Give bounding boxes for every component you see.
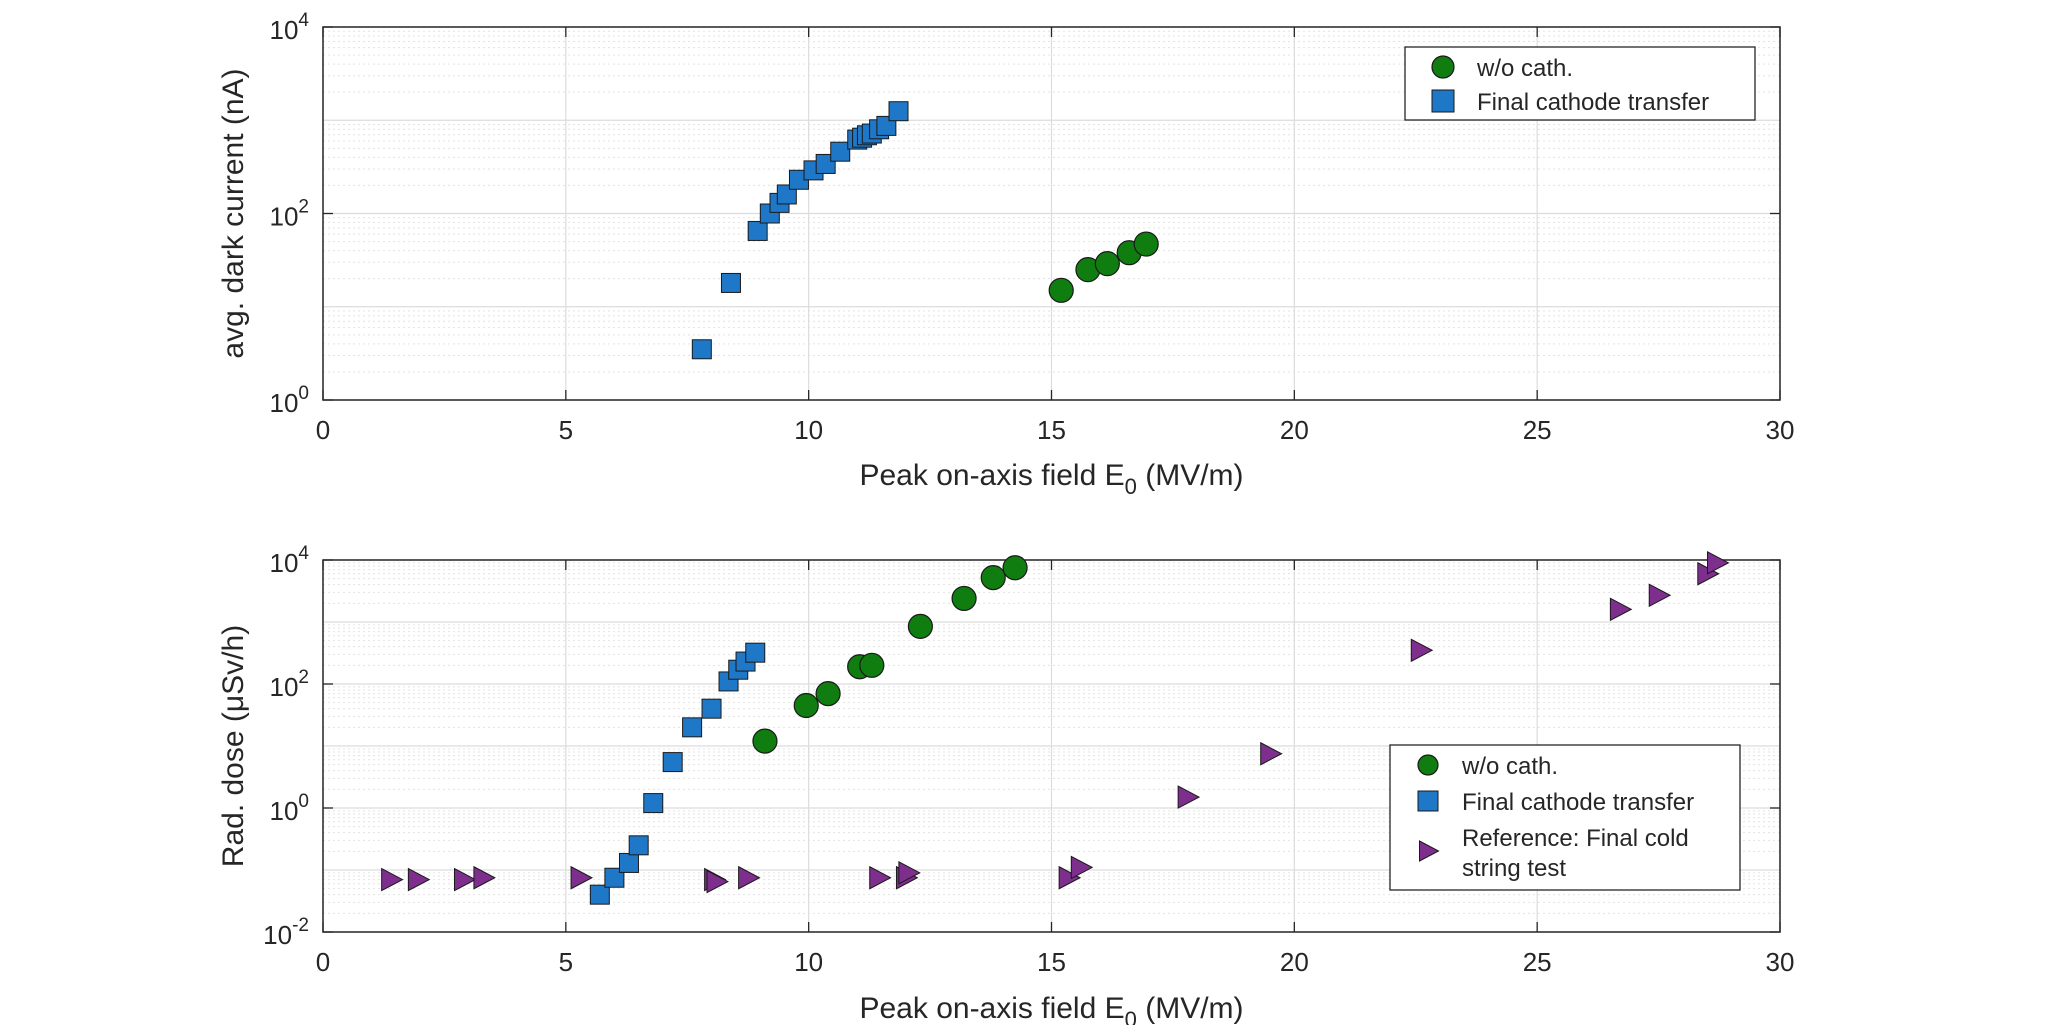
legend: w/o cath. Final cathode transfer (1404, 46, 1756, 121)
data-point (793, 692, 819, 719)
x-tick-label: 5 (559, 947, 573, 977)
y-axis-label: Rad. dose (μSv/h) (217, 625, 250, 867)
y-tick-label: 10-2 (263, 915, 309, 950)
data-point (815, 681, 841, 707)
data-point (643, 793, 664, 814)
data-point (662, 752, 683, 773)
x-tick-label: 30 (1766, 947, 1795, 977)
data-point (752, 728, 778, 754)
data-point (706, 869, 730, 894)
legend-marker (1419, 840, 1440, 862)
data-point (701, 698, 722, 719)
data-point (745, 642, 766, 663)
legend-marker (1417, 754, 1439, 776)
data-point (604, 867, 625, 888)
legend-marker (1417, 790, 1439, 812)
legend-label: string test (1462, 855, 1566, 882)
x-axis-label: Peak on-axis field E0 (MV/m) (859, 992, 1243, 1025)
data-point (473, 865, 496, 890)
data-point (1707, 551, 1730, 575)
data-point (1410, 638, 1434, 663)
x-tick-label: 10 (794, 947, 823, 977)
y-tick-label: 102 (270, 197, 310, 232)
data-point (570, 865, 594, 890)
y-tick-label: 104 (270, 543, 310, 578)
legend-label: Reference: Final cold (1462, 825, 1689, 852)
data-point (888, 101, 909, 122)
data-point (830, 141, 851, 162)
legend-marker (1431, 55, 1455, 79)
data-point (628, 835, 649, 856)
x-tick-label: 0 (316, 415, 330, 445)
data-point (1260, 741, 1283, 766)
y-tick-label: 104 (270, 10, 310, 45)
dark-current-panel: 0 5 10 15 20 25 30 100 102 104 Peak on-axis field … (217, 10, 1794, 499)
y-axis-label: avg. dark current (nA) (217, 68, 250, 358)
y-tick-label: 100 (270, 791, 310, 826)
x-tick-label: 15 (1037, 415, 1066, 445)
y-tick-label: 102 (270, 667, 310, 702)
data-point (747, 220, 768, 241)
data-point (980, 565, 1006, 591)
legend: w/o cath. Final cathode transfer Reference… (1389, 744, 1741, 891)
legend-label: Final cathode transfer (1462, 789, 1694, 816)
series-square (691, 101, 909, 360)
y-tick-label: 100 (270, 383, 310, 418)
data-point (1133, 231, 1159, 257)
grid (322, 26, 1781, 401)
x-tick-label: 5 (559, 415, 573, 445)
legend-label: w/o cath. (1476, 55, 1573, 82)
data-point (1177, 785, 1201, 809)
radiation-dose-panel: 0 5 10 15 20 25 30 10-2 100 102 104 Peak on-axis fi… (217, 543, 1795, 1030)
data-point (951, 585, 977, 612)
x-tick-label: 25 (1523, 415, 1552, 445)
data-point (381, 867, 404, 892)
legend-label: w/o cath. (1461, 753, 1558, 780)
data-point (1070, 855, 1094, 880)
x-tick-label: 20 (1280, 947, 1309, 977)
data-point (1058, 865, 1082, 890)
data-point (1002, 555, 1028, 581)
series-circle (752, 555, 1028, 754)
data-point (1609, 597, 1633, 622)
x-tick-label: 25 (1523, 947, 1552, 977)
series-square (589, 642, 766, 905)
data-point (1048, 277, 1074, 303)
data-point (618, 852, 639, 873)
x-tick-label: 0 (316, 947, 330, 977)
series-circle (1048, 231, 1159, 303)
data-point (407, 867, 431, 892)
data-point (453, 867, 477, 892)
legend-box (1389, 744, 1741, 891)
data-point (720, 272, 741, 293)
x-tick-label: 15 (1037, 947, 1066, 977)
data-point (738, 865, 761, 890)
x-tick-label: 20 (1280, 415, 1309, 445)
legend-marker (1431, 89, 1455, 113)
legend-box (1404, 46, 1756, 121)
data-point (589, 884, 610, 905)
x-axis-label: Peak on-axis field E0 (MV/m) (859, 459, 1243, 499)
x-tick-label: 30 (1766, 415, 1795, 445)
data-point (1094, 251, 1120, 277)
series-triangle-right (381, 551, 1730, 894)
legend-label: Final cathode transfer (1477, 89, 1709, 116)
data-point (859, 652, 885, 678)
data-point (869, 865, 892, 890)
x-tick-label: 10 (794, 415, 823, 445)
data-point (907, 613, 933, 639)
data-point (682, 717, 703, 738)
data-point (1648, 583, 1672, 608)
data-point (691, 339, 712, 360)
data-point (898, 861, 921, 885)
